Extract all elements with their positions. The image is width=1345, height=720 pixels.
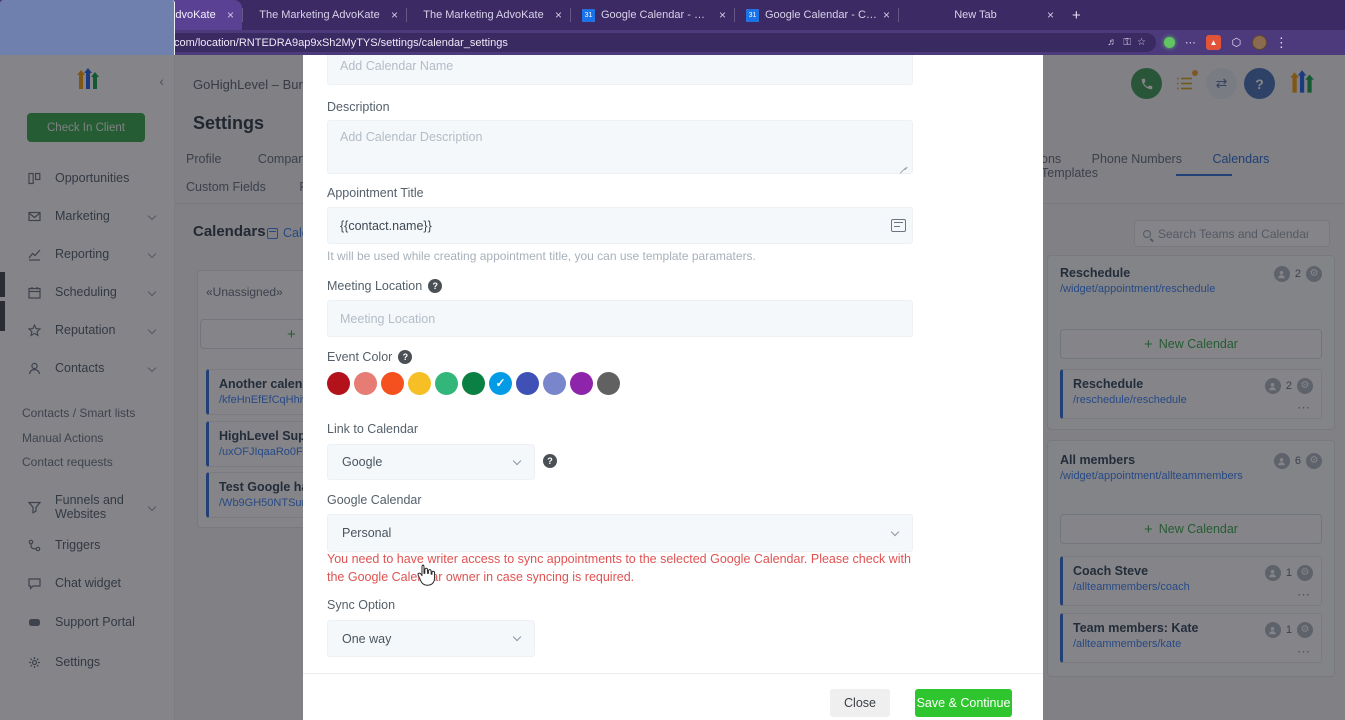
color-swatch[interactable] bbox=[597, 372, 620, 395]
color-swatch[interactable] bbox=[462, 372, 485, 395]
help-icon[interactable]: ? bbox=[398, 350, 413, 364]
description-label: Description bbox=[327, 100, 390, 114]
browser-menu-icon[interactable]: ⋮ bbox=[1274, 34, 1288, 50]
extension-icon-green[interactable] bbox=[1163, 37, 1175, 48]
tab-strip: The Marketing AdvoKate × The Marketing A… bbox=[0, 0, 1345, 30]
tab-title: The Marketing AdvoKate bbox=[259, 9, 380, 21]
meeting-location-input[interactable] bbox=[327, 300, 913, 337]
chevron-down-icon bbox=[890, 527, 900, 536]
extension-icon-more[interactable]: ⋯ bbox=[1184, 37, 1196, 49]
color-swatch[interactable] bbox=[381, 372, 404, 395]
resize-grip-icon[interactable] bbox=[899, 163, 908, 172]
tab-close-icon[interactable]: × bbox=[226, 8, 234, 22]
modal-body: Description Appointment Title It will be… bbox=[303, 55, 1043, 673]
chevron-down-icon bbox=[512, 456, 522, 465]
tab-title: Google Calendar - Week of 12 bbox=[601, 9, 713, 21]
meeting-location-label: Meeting Location ? bbox=[327, 279, 443, 293]
tab-title: New Tab bbox=[954, 9, 997, 21]
browser-tab-4[interactable]: Google Calendar - Week of 12 × bbox=[570, 0, 734, 30]
profile-avatar[interactable] bbox=[1251, 35, 1267, 50]
extensions-puzzle-icon[interactable]: ⬡ bbox=[1231, 37, 1242, 49]
color-swatch[interactable] bbox=[570, 372, 593, 395]
microphone-icon[interactable]: ♬ bbox=[1107, 37, 1118, 48]
google-calendar-label: Google Calendar bbox=[327, 493, 422, 507]
browser-tab-3[interactable]: The Marketing AdvoKate × bbox=[406, 0, 570, 30]
appointment-title-label: Appointment Title bbox=[327, 186, 424, 200]
tab-title: The Marketing AdvoKate bbox=[423, 9, 544, 21]
extension-icon-shield[interactable]: ▲ bbox=[1205, 35, 1221, 50]
calendar-name-input[interactable] bbox=[327, 55, 913, 85]
tab-close-icon[interactable]: × bbox=[882, 8, 890, 22]
bookmark-star-icon[interactable]: ☆ bbox=[1136, 37, 1146, 48]
sync-option-label: Sync Option bbox=[327, 598, 396, 612]
calendar-settings-modal: Description Appointment Title It will be… bbox=[303, 55, 1043, 720]
tab-close-icon[interactable]: × bbox=[554, 8, 562, 22]
color-swatch[interactable] bbox=[543, 372, 566, 395]
check-icon: ✓ bbox=[495, 376, 506, 390]
color-swatch[interactable] bbox=[435, 372, 458, 395]
url-field[interactable]: app.gohighlevel.com/location/RNTEDRA9ap9… bbox=[70, 33, 1156, 52]
color-swatch[interactable] bbox=[354, 372, 377, 395]
sync-option-select[interactable]: One way bbox=[327, 620, 535, 657]
color-swatch[interactable] bbox=[408, 372, 431, 395]
save-continue-button[interactable]: Save & Continue bbox=[915, 689, 1012, 717]
help-icon[interactable]: ? bbox=[543, 454, 557, 468]
meeting-location-label-text: Meeting Location bbox=[327, 279, 423, 293]
event-color-label: Event Color ? bbox=[327, 350, 413, 364]
link-to-calendar-label: Link to Calendar bbox=[327, 422, 419, 436]
link-to-calendar-select[interactable]: Google bbox=[327, 444, 535, 480]
calendar-description-textarea[interactable] bbox=[327, 120, 913, 174]
password-key-icon[interactable]: ⚿ bbox=[1123, 37, 1131, 48]
browser-tab-6[interactable]: New Tab × bbox=[898, 0, 1062, 30]
google-calendar-warning: You need to have writer access to sync a… bbox=[327, 552, 911, 584]
appointment-title-hint: It will be used while creating appointme… bbox=[327, 249, 756, 263]
event-color-palette: ✓ bbox=[327, 372, 620, 395]
mouse-cursor bbox=[414, 563, 436, 592]
google-calendar-select[interactable]: Personal bbox=[327, 514, 913, 552]
sync-option-value: One way bbox=[342, 631, 392, 646]
page-content: ‹ Check In Client Opportunities Marketin… bbox=[0, 55, 1345, 720]
close-button[interactable]: Close bbox=[830, 689, 890, 717]
appointment-title-input[interactable] bbox=[327, 207, 913, 244]
browser-tab-5[interactable]: Google Calendar - Calendar se × bbox=[734, 0, 898, 30]
edge-tab-top bbox=[0, 272, 5, 297]
new-tab-button[interactable]: + bbox=[1072, 7, 1081, 24]
tab-title: Google Calendar - Calendar se bbox=[765, 9, 877, 21]
color-swatch-selected[interactable]: ✓ bbox=[489, 372, 512, 395]
event-color-label-text: Event Color bbox=[327, 350, 393, 364]
tab-close-icon[interactable]: × bbox=[390, 8, 398, 22]
link-to-calendar-value: Google bbox=[342, 455, 383, 469]
modal-footer: Close Save & Continue bbox=[303, 673, 1043, 720]
google-calendar-value: Personal bbox=[342, 526, 392, 540]
tab-close-icon[interactable]: × bbox=[1046, 8, 1054, 22]
color-swatch[interactable] bbox=[516, 372, 539, 395]
chevron-down-icon bbox=[512, 632, 522, 642]
url-text: app.gohighlevel.com/location/RNTEDRA9ap9… bbox=[93, 36, 508, 49]
address-bar: ← → ⟳ app.gohighlevel.com/location/RNTED… bbox=[0, 0, 1345, 665]
help-icon[interactable]: ? bbox=[428, 279, 443, 293]
browser-tab-2[interactable]: The Marketing AdvoKate × bbox=[242, 0, 406, 30]
google-calendar-favicon bbox=[746, 8, 759, 22]
google-calendar-favicon bbox=[582, 8, 595, 22]
edge-tab-bottom bbox=[0, 301, 5, 331]
template-params-icon[interactable] bbox=[891, 219, 906, 232]
tab-close-icon[interactable]: × bbox=[718, 8, 726, 22]
color-swatch[interactable] bbox=[327, 372, 350, 395]
